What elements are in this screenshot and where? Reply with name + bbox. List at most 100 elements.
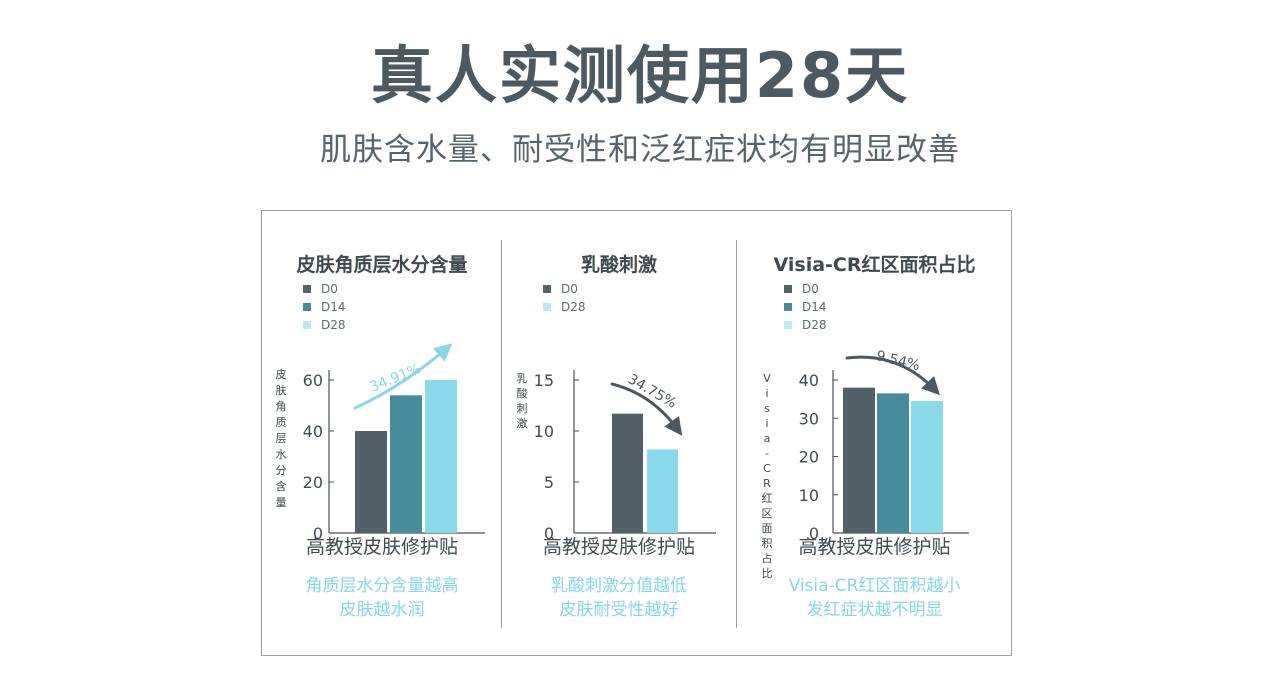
chart-panel-lactic: 乳酸刺激 D0 D28 0 5 10 15 乳酸刺激 34.75% 高教授皮肤修护贴 乳酸… (502, 240, 736, 640)
bar-d0 (355, 431, 387, 533)
y-axis-label-char: 积 (762, 537, 773, 550)
trend-percentage-label: 34.91% (368, 361, 423, 396)
chart-legend: D0 D14 D28 (303, 280, 346, 334)
chart-category-label: 高教授皮肤修护贴 (542, 536, 695, 558)
y-tick-label: 0 (544, 524, 554, 543)
y-axis-label-char: 比 (762, 567, 773, 580)
chart-note: 角质层水分含量越高 皮肤越水润 (263, 574, 501, 622)
legend-label: D28 (321, 318, 346, 332)
chart-note-line: 角质层水分含量越高 (305, 576, 459, 596)
bar-d28 (425, 380, 457, 533)
y-axis-label-char: 面 (762, 522, 773, 535)
legend-label: D14 (321, 300, 346, 314)
legend-swatch-d0 (543, 285, 551, 293)
chart-title: 乳酸刺激 (580, 254, 657, 276)
chart-category-label: 高教授皮肤修护贴 (798, 536, 951, 558)
panel-divider-2 (736, 240, 737, 628)
legend-item-d14: D14 (784, 298, 827, 316)
y-axis-label-char: V (763, 372, 771, 385)
page-title: 真人实测使用28天 (370, 39, 910, 112)
y-axis-label-char: 激 (517, 416, 528, 430)
y-axis-label-char: i (765, 387, 768, 400)
y-axis-label-char: 刺 (517, 402, 528, 415)
legend-label: D28 (802, 318, 827, 332)
legend-label: D0 (561, 282, 578, 296)
legend-item-d0: D0 (543, 280, 586, 298)
chart-title: Visia-CR红区面积占比 (773, 254, 976, 276)
legend-swatch-d28 (784, 321, 792, 329)
y-axis-label-char: 酸 (517, 386, 528, 400)
y-tick-label: 0 (313, 524, 323, 543)
chart-note-line: Visia-CR红区面积越小 (788, 576, 961, 596)
y-axis-label-char: C (763, 462, 771, 475)
legend-swatch-d28 (303, 321, 311, 329)
y-tick-label: 20 (303, 473, 323, 492)
bar-d28 (647, 449, 678, 533)
y-axis-label-char: 占 (762, 551, 773, 565)
bar-d14 (390, 395, 422, 533)
trend-arrow (353, 343, 453, 410)
legend-swatch-d28 (543, 303, 551, 311)
bar-d14 (877, 393, 909, 533)
y-tick-label: 40 (799, 371, 819, 390)
y-axis-label-char: 水 (276, 448, 287, 461)
chart-note-line: 发红症状越不明显 (806, 600, 943, 620)
legend-label: D0 (802, 282, 819, 296)
legend-label: D14 (802, 300, 827, 314)
chart-plot-hydration: 0 20 40 60 皮肤角质层水分含量 34.91% (276, 343, 485, 543)
y-tick-label: 20 (799, 448, 819, 467)
chart-note: 乳酸刺激分值越低 皮肤耐受性越好 (502, 574, 736, 622)
y-tick-label: 10 (799, 486, 819, 505)
y-axis-label-char: 角 (276, 400, 287, 413)
y-axis-label-char: 区 (762, 507, 773, 520)
y-axis-label-char: 红 (762, 492, 773, 505)
legend-item-d14: D14 (303, 298, 346, 316)
chart-panel-hydration: 皮肤角质层水分含量 D0 D14 D28 0 20 40 60 皮肤角质层水分含量 34.… (263, 240, 501, 640)
legend-label: D0 (321, 282, 338, 296)
y-tick-label: 10 (534, 422, 554, 441)
panel-divider-1 (501, 240, 502, 628)
trend-arrow (610, 382, 683, 436)
y-axis-label-char: 量 (276, 496, 287, 509)
legend-swatch-d14 (303, 303, 311, 311)
legend-swatch-d14 (784, 303, 792, 311)
trend-percentage-label: 9.54% (874, 348, 921, 374)
y-tick-label: 40 (303, 422, 323, 441)
chart-category-label: 高教授皮肤修护贴 (305, 536, 458, 558)
y-tick-label: 5 (544, 473, 554, 492)
chart-note-line: 皮肤耐受性越好 (559, 600, 679, 620)
chart-note-line: 皮肤越水润 (339, 600, 425, 620)
y-axis-label-char: s (764, 402, 770, 415)
y-axis-label-char: - (765, 447, 769, 460)
y-axis-label-char: 分 (276, 464, 287, 477)
bar-d28 (911, 401, 943, 533)
legend-swatch-d0 (784, 285, 792, 293)
legend-label: D28 (561, 300, 586, 314)
y-axis-label-char: 乳 (517, 372, 528, 385)
y-axis-label-char: R (763, 477, 771, 490)
y-axis-label: 乳酸刺激 (517, 372, 528, 430)
y-tick-label: 60 (303, 371, 323, 390)
y-axis-label-char: i (765, 417, 768, 430)
y-axis-label-char: a (764, 432, 771, 445)
legend-item-d0: D0 (303, 280, 346, 298)
bar-d0 (843, 387, 875, 533)
y-axis-label-char: 质 (276, 416, 287, 429)
chart-legend: D0 D14 D28 (784, 280, 827, 334)
chart-legend: D0 D28 (543, 280, 586, 316)
legend-item-d28: D28 (543, 298, 586, 316)
y-axis-label-char: 肤 (276, 383, 287, 397)
chart-note: Visia-CR红区面积越小 发红症状越不明显 (737, 574, 1012, 622)
legend-swatch-d0 (303, 285, 311, 293)
bar-d0 (612, 413, 643, 533)
y-axis-label-char: 皮 (276, 368, 287, 381)
y-axis-label-char: 层 (276, 432, 287, 445)
y-axis-label: 皮肤角质层水分含量 (276, 368, 287, 509)
y-tick-label: 15 (534, 371, 554, 390)
y-tick-label: 30 (799, 409, 819, 428)
trend-arrow (845, 355, 940, 396)
